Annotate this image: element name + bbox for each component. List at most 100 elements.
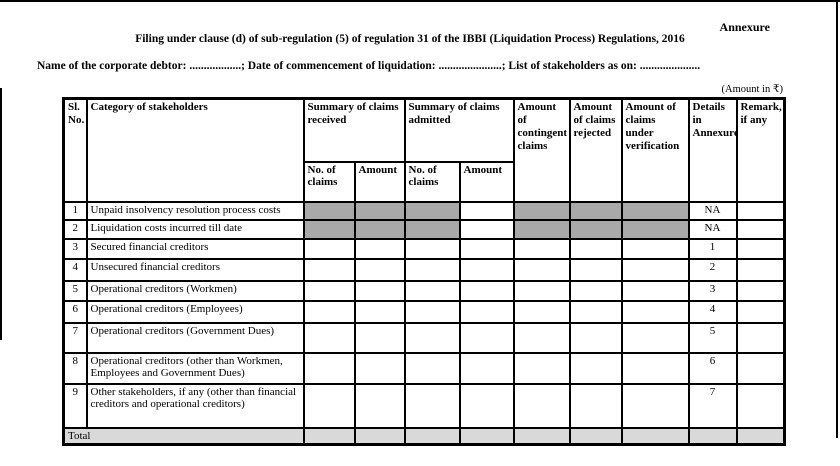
cell-claims-under-verification: [620, 218, 690, 240]
cell-contingent-claims: [512, 257, 571, 282]
cell-admitted-no-of-claims: [403, 299, 461, 324]
table-row: 6 Operational creditors (Employees) 4: [62, 299, 786, 324]
scan-edge-left: [0, 88, 2, 340]
cell-claims-rejected: [568, 218, 623, 240]
corporate-debtor-info-line: Name of the corporate debtor: ..........…: [37, 60, 701, 72]
col-header-claims-received: Summary of claims received: [302, 97, 406, 163]
cell-received-no-of-claims: [302, 218, 356, 240]
cell-contingent-claims: [512, 218, 571, 240]
cell-sl-no: 1: [62, 200, 88, 221]
cell-contingent-claims: [512, 237, 571, 260]
cell-details-in-annexure: 4: [687, 299, 738, 324]
cell-remark: [735, 279, 786, 302]
cell-sl-no: 7: [62, 321, 88, 354]
total-row: Total: [62, 426, 786, 446]
col-header-sl-no: Sl. No.: [62, 97, 88, 203]
amount-in-rupees-note: (Amount in ₹): [721, 84, 783, 95]
table-row: 9 Other stakeholders, if any (other than…: [62, 382, 786, 429]
cell-remark: [735, 299, 786, 324]
cell-admitted-amount: [458, 218, 515, 240]
cell-sl-no: 2: [62, 218, 88, 240]
cell-claims-under-verification: [620, 382, 690, 429]
cell-received-amount: [353, 321, 406, 354]
cell-sl-no: 8: [62, 351, 88, 385]
cell-admitted-no-of-claims: [403, 200, 461, 221]
cell-claims-rejected: [568, 200, 623, 221]
cell-admitted-amount: [458, 237, 515, 260]
cell-category: Operational creditors (Employees): [85, 299, 305, 324]
table-row: 4 Unsecured financial creditors 2: [62, 257, 786, 282]
cell-contingent-claims: [512, 321, 571, 354]
cell-contingent-claims: [512, 426, 571, 446]
cell-received-amount: [353, 299, 406, 324]
cell-admitted-no-of-claims: [403, 321, 461, 354]
cell-admitted-no-of-claims: [403, 279, 461, 302]
subcol-header-received-amount: Amount: [353, 160, 406, 203]
cell-admitted-no-of-claims: [403, 426, 461, 446]
cell-received-amount: [353, 218, 406, 240]
cell-admitted-amount: [458, 200, 515, 221]
cell-category: Liquidation costs incurred till date: [85, 218, 305, 240]
cell-category: Other stakeholders, if any (other than f…: [85, 382, 305, 429]
cell-received-no-of-claims: [302, 426, 356, 446]
table-row: 2 Liquidation costs incurred till date N…: [62, 218, 786, 240]
cell-received-no-of-claims: [302, 237, 356, 260]
cell-received-amount: [353, 426, 406, 446]
cell-contingent-claims: [512, 279, 571, 302]
cell-admitted-no-of-claims: [403, 382, 461, 429]
cell-remark: [735, 200, 786, 221]
cell-remark: [735, 321, 786, 354]
cell-received-amount: [353, 382, 406, 429]
cell-claims-rejected: [568, 279, 623, 302]
cell-claims-rejected: [568, 237, 623, 260]
cell-category: Operational creditors (Workmen): [85, 279, 305, 302]
table-row: 5 Operational creditors (Workmen) 3: [62, 279, 786, 302]
cell-category: Unpaid insolvency resolution process cos…: [85, 200, 305, 221]
cell-details-in-annexure: NA: [687, 218, 738, 240]
cell-sl-no: 5: [62, 279, 88, 302]
cell-admitted-amount: [458, 257, 515, 282]
cell-sl-no: 9: [62, 382, 88, 429]
cell-claims-under-verification: [620, 279, 690, 302]
cell-received-no-of-claims: [302, 351, 356, 385]
cell-claims-under-verification: [620, 426, 690, 446]
cell-remark: [735, 257, 786, 282]
total-label-cell: Total: [62, 426, 305, 446]
cell-details-in-annexure: [687, 426, 738, 446]
cell-claims-under-verification: [620, 257, 690, 282]
cell-sl-no: 4: [62, 257, 88, 282]
cell-admitted-amount: [458, 351, 515, 385]
annexure-label: Annexure: [719, 20, 770, 34]
cell-received-no-of-claims: [302, 279, 356, 302]
cell-received-no-of-claims: [302, 200, 356, 221]
cell-received-no-of-claims: [302, 299, 356, 324]
cell-details-in-annexure: 5: [687, 321, 738, 354]
cell-received-amount: [353, 257, 406, 282]
cell-received-no-of-claims: [302, 321, 356, 354]
cell-received-amount: [353, 200, 406, 221]
cell-claims-under-verification: [620, 321, 690, 354]
cell-admitted-amount: [458, 321, 515, 354]
cell-admitted-no-of-claims: [403, 257, 461, 282]
cell-details-in-annexure: 7: [687, 382, 738, 429]
col-header-details-in-annexure: Details in Annexure: [687, 97, 738, 203]
cell-remark: [735, 351, 786, 385]
cell-category: Operational creditors (other than Workme…: [85, 351, 305, 385]
cell-received-no-of-claims: [302, 382, 356, 429]
cell-claims-rejected: [568, 382, 623, 429]
col-header-category: Category of stakeholders: [85, 97, 305, 203]
stakeholders-claims-table: Sl. No. Category of stakeholders Summary…: [62, 97, 786, 447]
cell-contingent-claims: [512, 200, 571, 221]
cell-details-in-annexure: NA: [687, 200, 738, 221]
scan-edge-right: [836, 0, 838, 438]
col-header-contingent-claims: Amount of contingent claims: [512, 97, 571, 203]
cell-remark: [735, 218, 786, 240]
cell-claims-under-verification: [620, 351, 690, 385]
cell-claims-rejected: [568, 426, 623, 446]
cell-received-amount: [353, 351, 406, 385]
cell-details-in-annexure: 3: [687, 279, 738, 302]
cell-admitted-amount: [458, 299, 515, 324]
subcol-header-received-no-of-claims: No. of claims: [302, 160, 356, 203]
cell-sl-no: 3: [62, 237, 88, 260]
cell-sl-no: 6: [62, 299, 88, 324]
